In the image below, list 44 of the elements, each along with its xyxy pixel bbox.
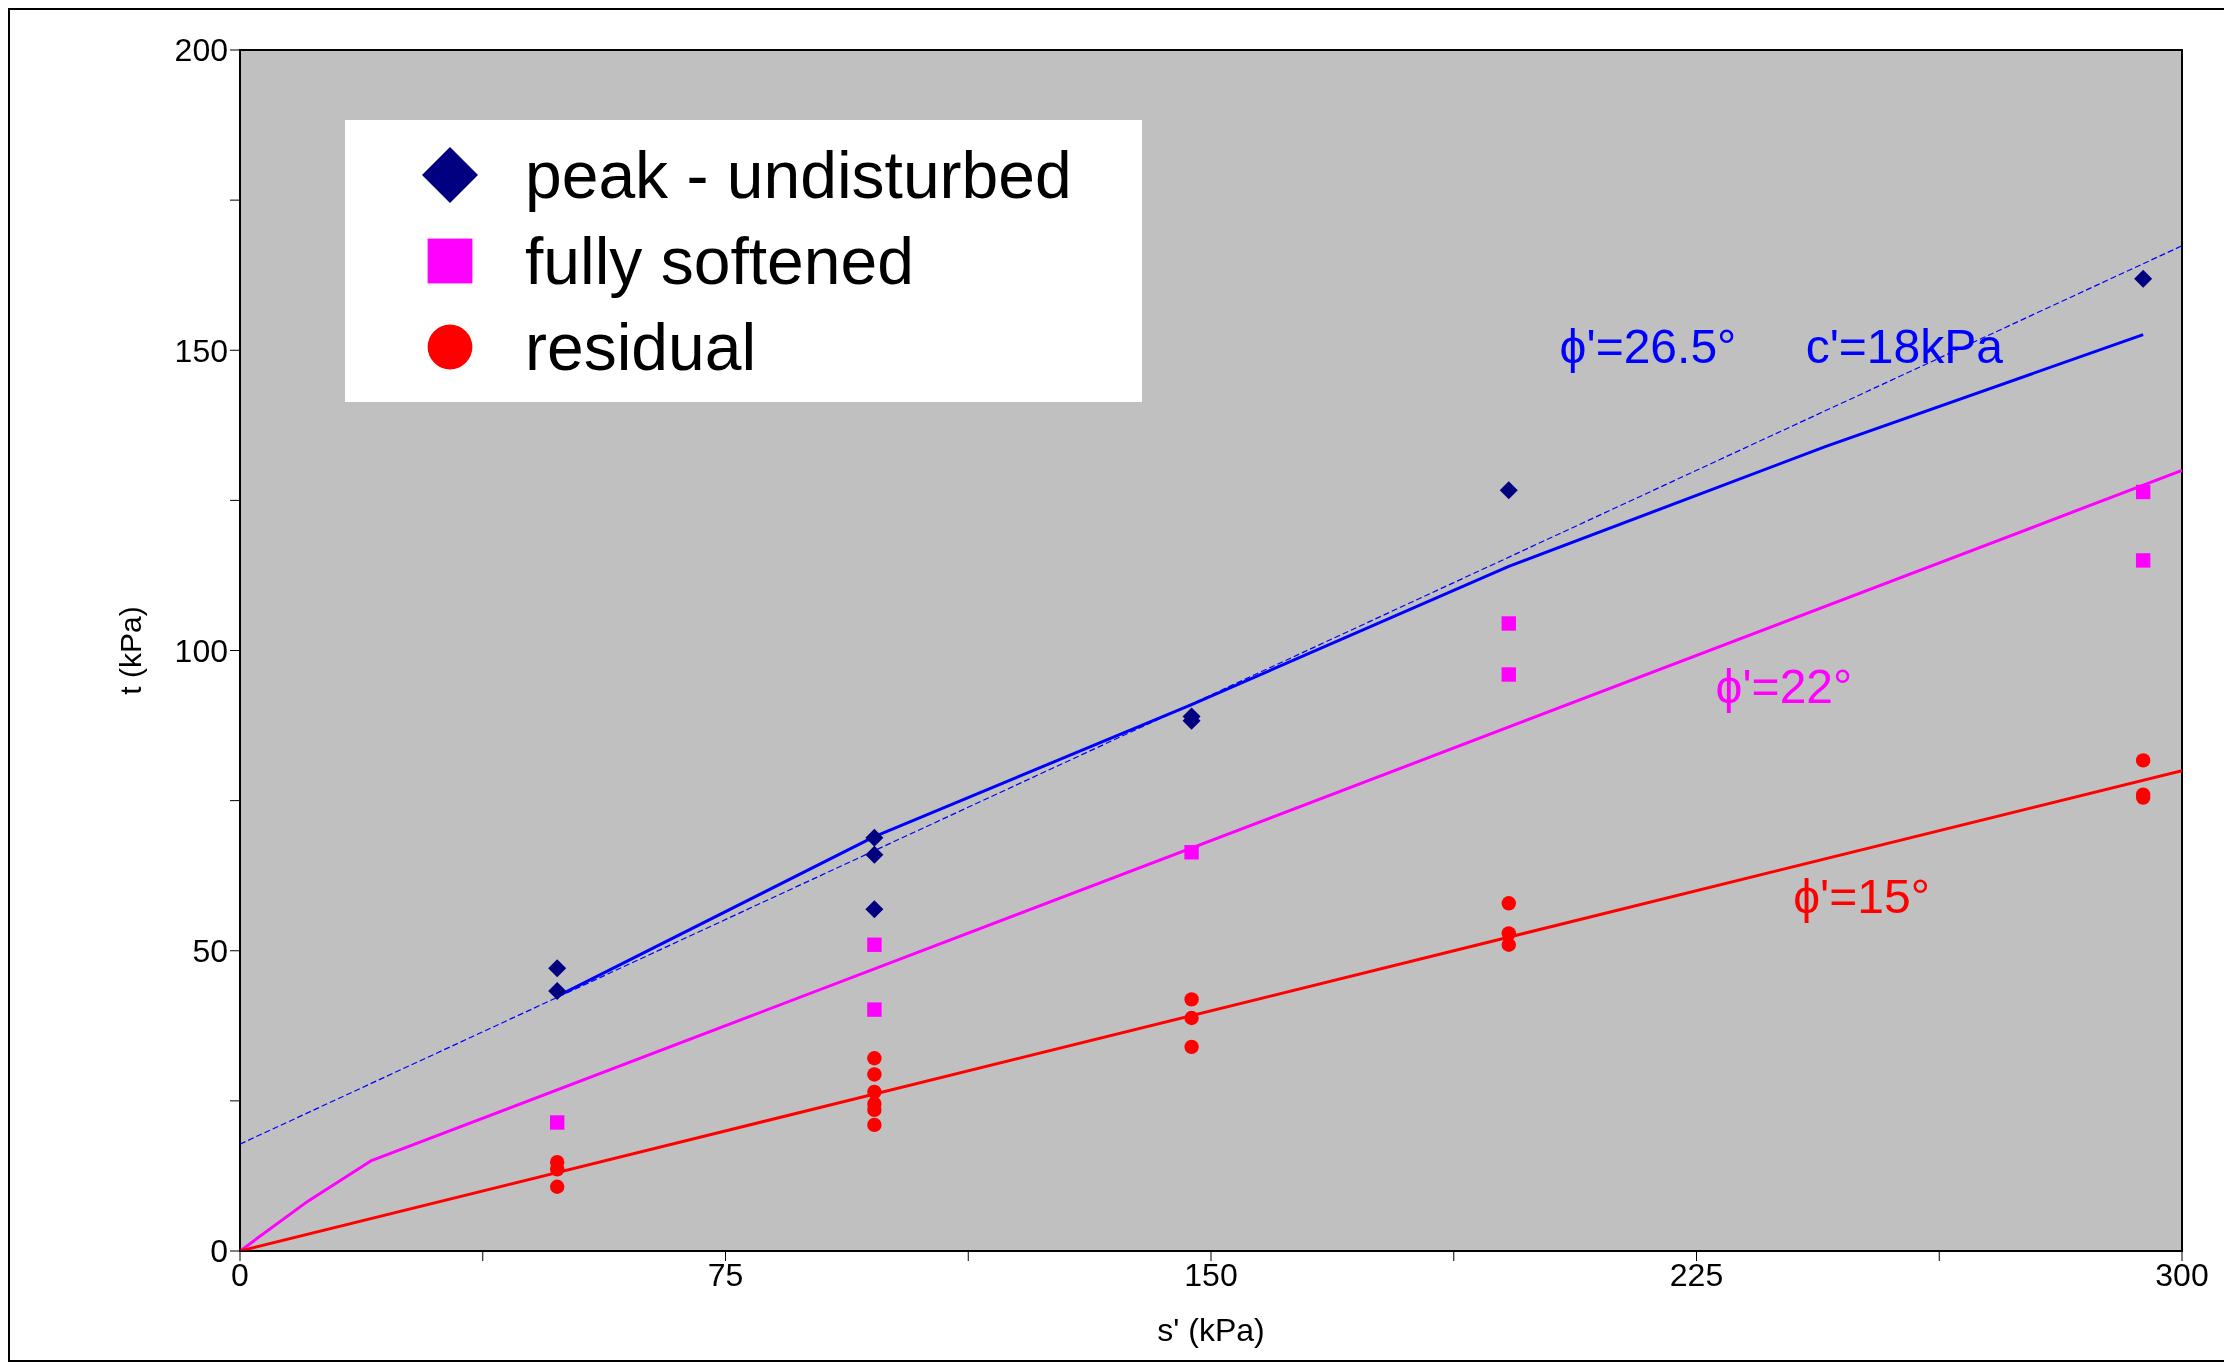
x-tick-label: 150 xyxy=(1184,1256,1238,1293)
annotation: ϕ'=26.5° xyxy=(1559,319,1737,373)
point xyxy=(1184,845,1199,860)
point xyxy=(1501,896,1516,911)
annotation: c'=18kPa xyxy=(1805,319,2004,373)
point xyxy=(549,1115,565,1130)
point xyxy=(867,937,882,952)
point xyxy=(865,828,884,847)
point xyxy=(865,900,884,919)
x-tick-label: 300 xyxy=(2155,1256,2209,1293)
y-tick-label: 50 xyxy=(192,933,228,970)
point xyxy=(867,1002,882,1017)
point xyxy=(548,959,567,978)
point xyxy=(867,1117,882,1133)
point xyxy=(867,1051,882,1066)
point xyxy=(1501,937,1516,952)
y-tick-label: 150 xyxy=(174,332,228,369)
point xyxy=(1501,616,1516,631)
y-tick-label: 0 xyxy=(210,1233,228,1270)
point xyxy=(1184,992,1199,1007)
point xyxy=(1499,481,1518,500)
x-axis-title: s' (kPa) xyxy=(1157,1312,1265,1348)
point xyxy=(1184,1039,1199,1055)
point xyxy=(2135,553,2151,568)
x-tick-label: 225 xyxy=(1669,1256,1724,1293)
y-tick-label: 200 xyxy=(174,32,228,69)
point xyxy=(2135,753,2151,768)
annotation: ϕ'=15° xyxy=(1793,869,1930,923)
point xyxy=(2135,484,2151,500)
point xyxy=(549,1179,565,1194)
y-tick-label: 100 xyxy=(174,632,228,669)
legend-label: residual xyxy=(525,309,757,385)
point xyxy=(548,981,567,1000)
point xyxy=(1501,667,1516,682)
legend-label: peak - undisturbed xyxy=(525,137,1072,213)
annotation: ϕ'=22° xyxy=(1715,659,1853,713)
point xyxy=(865,845,884,864)
point xyxy=(2134,269,2153,288)
point xyxy=(867,1084,882,1100)
point xyxy=(867,1067,882,1082)
legend-label: fully softened xyxy=(525,223,914,299)
point xyxy=(1184,1010,1199,1026)
x-tick-label: 75 xyxy=(707,1256,744,1293)
y-axis-title: t (kPa) xyxy=(113,606,147,695)
